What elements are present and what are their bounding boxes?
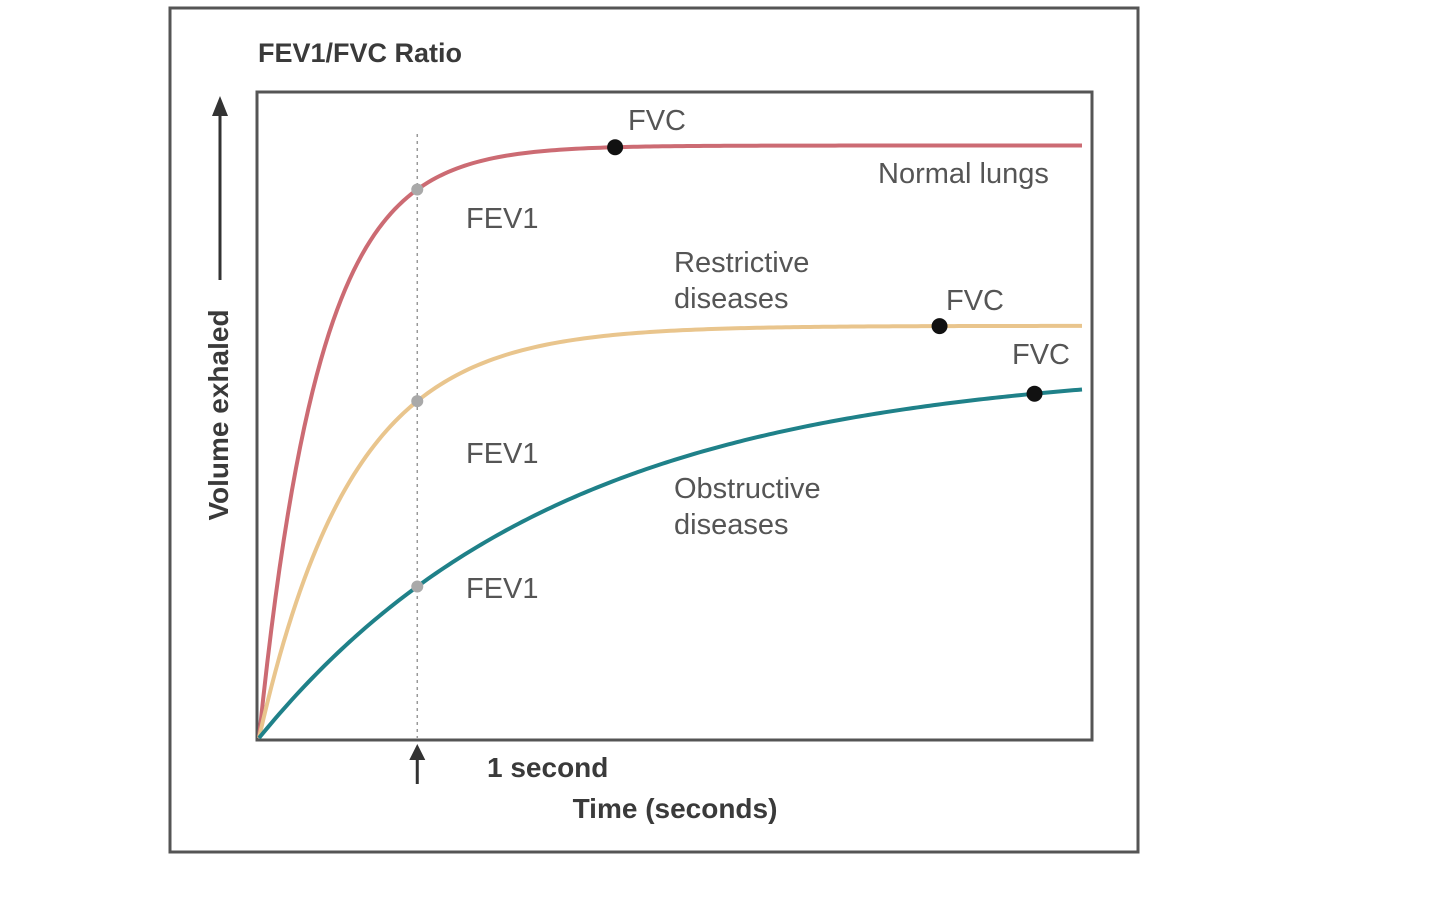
fvc-point (1026, 385, 1043, 402)
y-axis-label: Volume exhaled (203, 309, 234, 520)
fvc-point (931, 318, 948, 335)
series-line (257, 143, 1082, 739)
plot-area (255, 90, 1094, 742)
fvc-label: FVC (1012, 339, 1070, 371)
series-layer: FEV1 FVC Normal lungs FEV1 FVC Restrictive dis… (257, 105, 1083, 740)
fev1-label: FEV1 (466, 203, 539, 235)
one-second-label: 1 second (487, 752, 608, 783)
series-label: Restrictive (674, 247, 809, 279)
fev1-point (411, 395, 424, 408)
fvc-label: FVC (946, 285, 1004, 317)
fvc-point (607, 139, 624, 156)
fev1-label: FEV1 (466, 438, 539, 470)
series-restrictive-diseases: FEV1 FVC Restrictive diseases (257, 247, 1082, 739)
series-label: diseases (674, 283, 788, 315)
series-normal-lungs: FEV1 FVC Normal lungs (257, 105, 1082, 739)
series-label: Normal lungs (878, 158, 1049, 190)
fev1-point (411, 183, 424, 196)
y-axis-arrow (212, 96, 228, 280)
x-axis-label: Time (seconds) (573, 793, 778, 824)
series-obstructive-diseases: FEV1 FVC Obstructive diseases (257, 339, 1083, 740)
series-line (257, 387, 1083, 740)
fev1-label: FEV1 (466, 573, 539, 605)
chart-title: FEV1/FVC Ratio (258, 38, 462, 68)
series-label: diseases (674, 509, 788, 541)
fev1-point (411, 580, 424, 593)
one-second-arrow (409, 744, 426, 784)
fvc-label: FVC (628, 105, 686, 137)
series-label: Obstructive (674, 473, 821, 505)
